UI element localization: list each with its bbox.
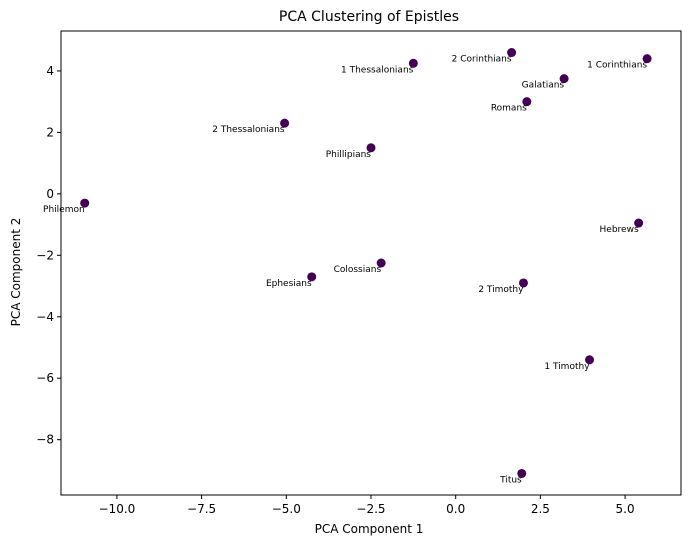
y-tick-label: −4 [36, 310, 54, 324]
data-point [307, 272, 317, 282]
data-point [642, 54, 652, 64]
data-point-label: 1 Timothy [544, 362, 590, 372]
data-point [280, 118, 290, 128]
data-point-label: 2 Timothy [478, 285, 524, 295]
x-tick-label: −5.0 [272, 502, 301, 516]
axes-layer: −10.0 −7.5 −5.0 −2.5 0.0 2.5 5.0 −8 −6 −4 −2 0 2 4 [36, 30, 682, 516]
plot-frame [60, 30, 682, 496]
y-tick-label: −2 [36, 248, 54, 262]
data-point [408, 58, 418, 68]
data-point-label: 2 Thessalonians [212, 125, 285, 135]
data-point-label: Colossians [334, 265, 382, 275]
x-tick-label: 0.0 [446, 502, 465, 516]
data-point-label: Galatians [522, 81, 565, 91]
data-point-label: Titus [499, 475, 522, 485]
y-axis-label: PCA Component 2 [9, 218, 23, 327]
data-point [507, 48, 517, 58]
y-tick-label: 4 [46, 64, 54, 78]
data-point-label: 1 Thessalonians [341, 65, 414, 75]
data-point [80, 198, 90, 208]
data-point [366, 143, 376, 153]
y-tick-label: −8 [36, 433, 54, 447]
data-point-label: Ephesians [266, 279, 312, 289]
x-tick-label: −2.5 [356, 502, 385, 516]
data-point-label: Romans [491, 104, 527, 114]
y-tick-label: −6 [36, 371, 54, 385]
data-point [518, 278, 528, 288]
data-point-label: 1 Corinthians [587, 61, 647, 71]
data-point [517, 468, 527, 478]
data-point [376, 258, 386, 268]
data-point [634, 218, 644, 228]
data-point-label: Philemon [43, 205, 85, 215]
y-tick-label: 2 [46, 125, 54, 139]
x-tick-label: −10.0 [99, 502, 136, 516]
data-point-label: Phillipians [326, 150, 372, 160]
point-labels-layer: Philemon 2 Thessalonians Ephesians Phillipi… [43, 55, 647, 486]
x-tick-label: −7.5 [187, 502, 216, 516]
data-point-label: 2 Corinthians [452, 55, 512, 65]
points-layer [80, 48, 652, 478]
x-tick-label: 2.5 [531, 502, 550, 516]
y-tick-label: 0 [46, 187, 54, 201]
x-tick-label: 5.0 [616, 502, 635, 516]
x-axis-label: PCA Component 1 [315, 522, 424, 536]
data-point [522, 97, 532, 107]
data-point-label: Hebrews [600, 225, 639, 235]
data-point [559, 74, 569, 84]
chart-title: PCA Clustering of Epistles [279, 9, 459, 25]
data-point [585, 355, 595, 365]
